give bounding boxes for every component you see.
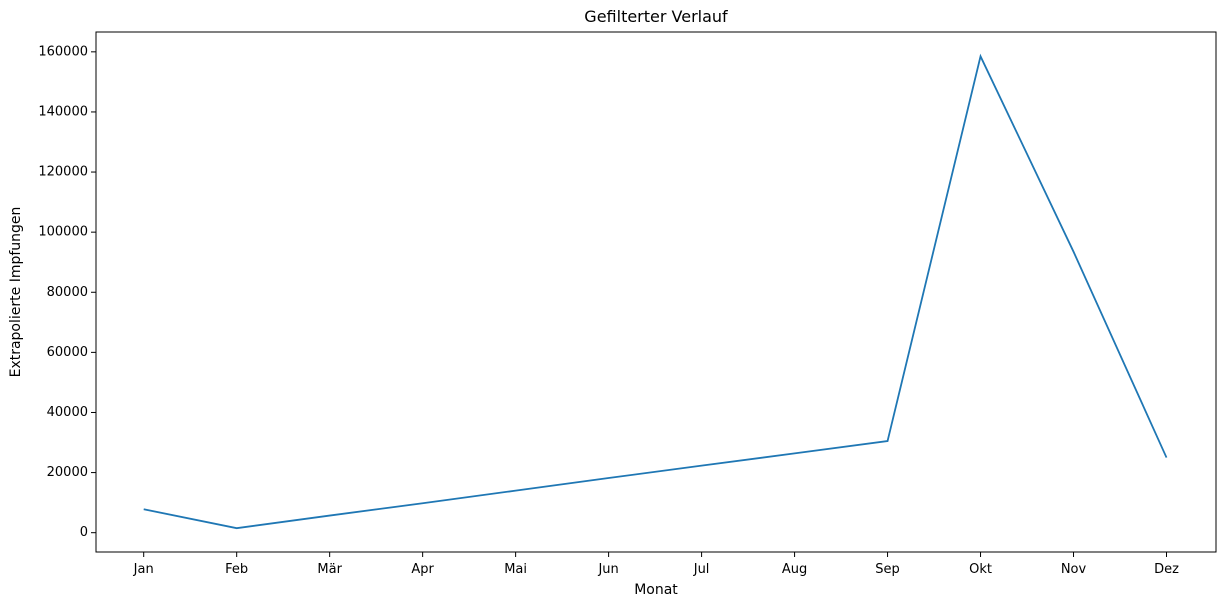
series-line	[143, 53, 1168, 530]
y-tick-label: 40000	[47, 405, 88, 420]
x-tick-label: Mär	[317, 562, 342, 577]
x-tick-label: Dez	[1154, 562, 1179, 577]
x-axis: Jan Feb Mär Apr Mai Jun Jul Aug Sep Okt Nov Dez	[133, 552, 1179, 577]
x-tick-label: Sep	[875, 562, 900, 577]
y-tick-label: 80000	[47, 285, 88, 300]
x-tick-label: Mai	[504, 562, 527, 577]
x-tick-label: Jun	[597, 562, 618, 577]
y-tick-label: 160000	[38, 44, 88, 59]
y-tick-label: 120000	[38, 165, 88, 180]
y-tick-label: 20000	[47, 465, 88, 480]
x-tick-label: Aug	[782, 562, 807, 577]
y-axis: 0 20000 40000 60000 80000 100000 120000 140000 1…	[38, 44, 96, 540]
x-tick-label: Jul	[693, 562, 710, 577]
plot-frame	[95, 31, 1217, 553]
x-tick-label: Apr	[411, 562, 434, 577]
chart-title: Gefilterter Verlauf	[584, 7, 728, 26]
x-tick-label: Jan	[133, 562, 154, 577]
y-tick-label: 100000	[38, 225, 88, 240]
x-axis-label: Monat	[634, 582, 678, 598]
y-tick-label: 60000	[47, 345, 88, 360]
x-tick-label: Okt	[969, 562, 992, 577]
y-tick-label: 0	[80, 525, 88, 540]
y-tick-label: 140000	[38, 104, 88, 119]
x-tick-label: Feb	[225, 562, 248, 577]
y-axis-label: Extrapolierte Impfungen	[8, 207, 24, 378]
x-tick-label: Nov	[1061, 562, 1087, 577]
